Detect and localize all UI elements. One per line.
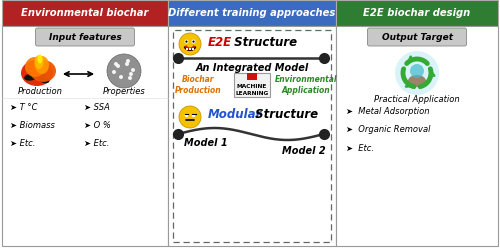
FancyBboxPatch shape [168, 0, 336, 26]
Ellipse shape [34, 55, 43, 69]
FancyBboxPatch shape [184, 113, 188, 115]
FancyBboxPatch shape [36, 28, 134, 46]
Circle shape [179, 106, 201, 128]
Ellipse shape [21, 60, 53, 86]
Circle shape [129, 72, 133, 76]
Ellipse shape [24, 73, 38, 81]
Circle shape [125, 62, 129, 66]
Text: Output Target: Output Target [382, 32, 452, 41]
Text: Production: Production [18, 88, 62, 96]
Text: Input features: Input features [48, 32, 122, 41]
Text: Modular: Modular [208, 109, 262, 122]
Text: ➤ Biomass: ➤ Biomass [10, 121, 55, 129]
Circle shape [192, 40, 194, 43]
Circle shape [184, 114, 188, 117]
Text: Structure: Structure [251, 109, 318, 122]
Circle shape [192, 114, 196, 117]
Circle shape [119, 75, 123, 79]
Text: Biochar
Production: Biochar Production [174, 75, 222, 95]
FancyBboxPatch shape [2, 26, 168, 246]
Circle shape [128, 76, 132, 80]
Ellipse shape [35, 56, 49, 74]
FancyBboxPatch shape [336, 26, 498, 246]
Text: Model 2: Model 2 [282, 146, 326, 156]
Text: Model 1: Model 1 [184, 138, 228, 148]
FancyBboxPatch shape [368, 28, 466, 46]
Text: E2E: E2E [208, 35, 232, 49]
Text: ➤ O %: ➤ O % [84, 121, 111, 129]
Circle shape [107, 54, 141, 88]
Text: Practical Application: Practical Application [374, 94, 460, 103]
FancyBboxPatch shape [192, 113, 196, 115]
Text: ➤ SSA: ➤ SSA [84, 102, 110, 112]
Circle shape [395, 51, 439, 95]
FancyBboxPatch shape [168, 26, 336, 246]
Ellipse shape [38, 55, 43, 63]
Text: E2E biochar design: E2E biochar design [364, 8, 470, 18]
Text: ➤  Metal Adsorption: ➤ Metal Adsorption [346, 107, 430, 117]
Circle shape [112, 70, 116, 74]
Text: Different training approaches: Different training approaches [168, 8, 336, 18]
Ellipse shape [30, 60, 56, 82]
Text: Properties: Properties [102, 88, 146, 96]
Text: Structure: Structure [230, 35, 297, 49]
FancyBboxPatch shape [189, 48, 191, 50]
Text: ➤  Organic Removal: ➤ Organic Removal [346, 125, 430, 134]
Text: ➤ Etc.: ➤ Etc. [84, 138, 110, 148]
Circle shape [116, 64, 120, 68]
Text: Environmental
Application: Environmental Application [275, 75, 337, 95]
Text: An Integrated Model: An Integrated Model [196, 63, 308, 73]
FancyBboxPatch shape [186, 48, 188, 50]
Circle shape [186, 40, 188, 43]
Circle shape [126, 59, 130, 63]
FancyBboxPatch shape [247, 73, 257, 80]
Polygon shape [184, 46, 196, 50]
FancyBboxPatch shape [234, 73, 270, 97]
Circle shape [184, 40, 188, 44]
FancyBboxPatch shape [2, 0, 168, 26]
Text: ➤ Etc.: ➤ Etc. [10, 138, 36, 148]
Circle shape [131, 68, 135, 72]
Ellipse shape [36, 72, 46, 78]
Text: MACHINE
LEARNING: MACHINE LEARNING [236, 84, 268, 95]
Circle shape [179, 33, 201, 55]
Text: Environmental biochar: Environmental biochar [22, 8, 148, 18]
Circle shape [114, 62, 118, 66]
Ellipse shape [408, 75, 426, 87]
Text: ➤ T °C: ➤ T °C [10, 102, 38, 112]
FancyBboxPatch shape [336, 0, 498, 26]
Circle shape [410, 64, 424, 78]
Ellipse shape [38, 77, 50, 83]
Circle shape [192, 40, 196, 44]
Text: ➤  Etc.: ➤ Etc. [346, 144, 374, 153]
Ellipse shape [25, 57, 45, 77]
FancyBboxPatch shape [192, 48, 194, 50]
